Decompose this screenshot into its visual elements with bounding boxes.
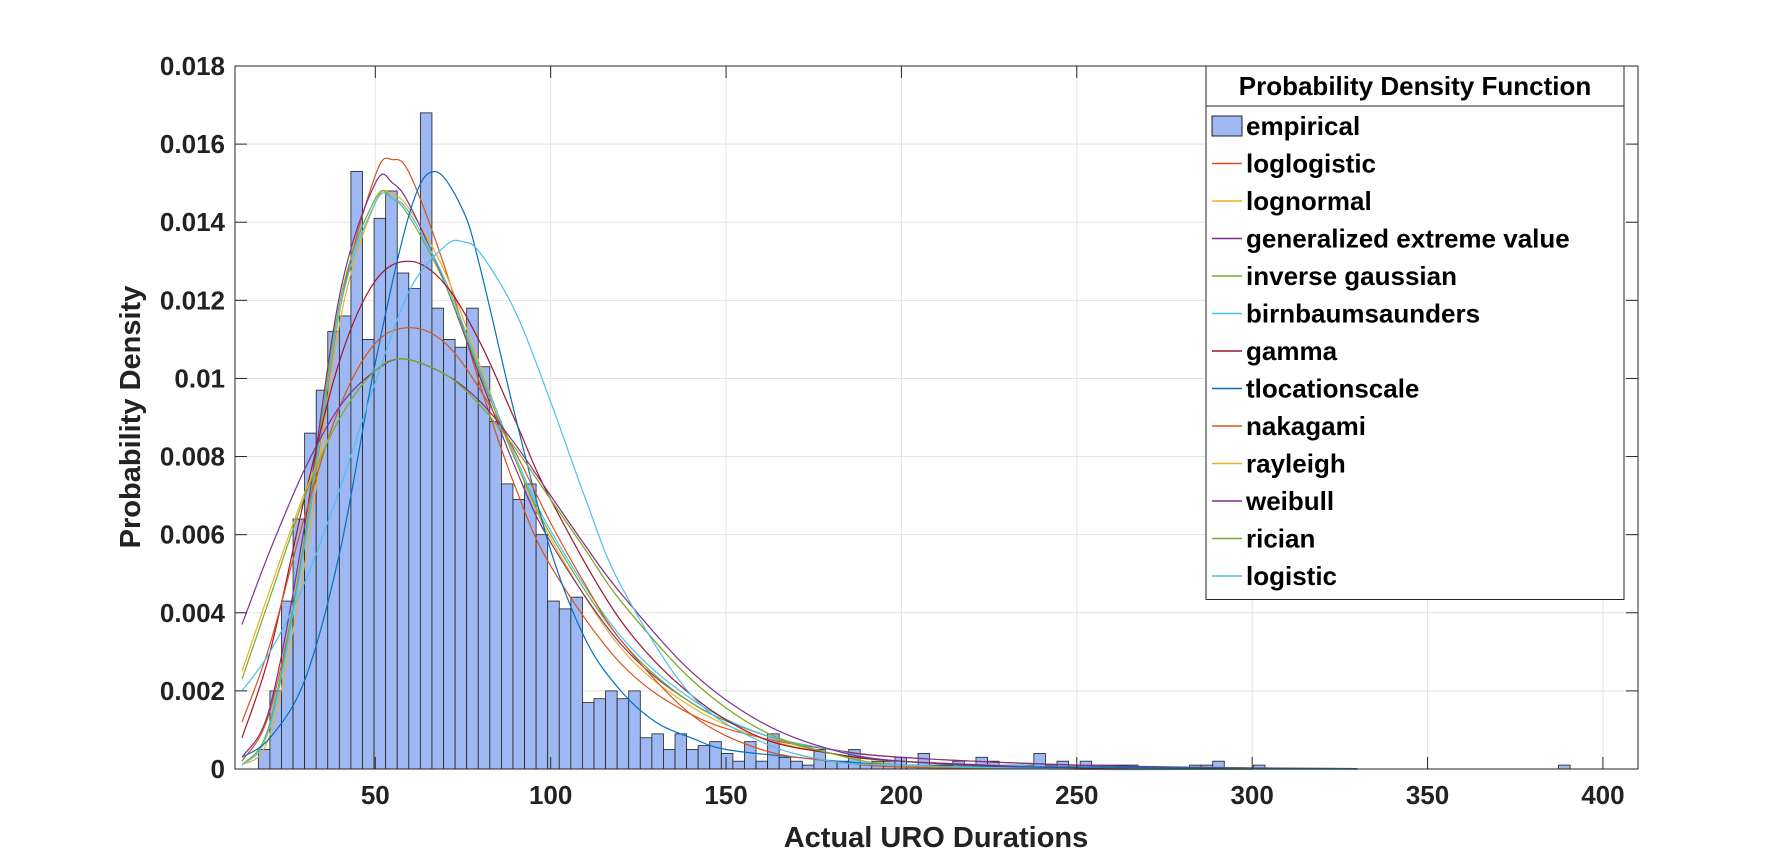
legend-entry: lognormal [1246,186,1372,216]
histogram-bar [431,307,444,770]
histogram-bar [628,690,641,770]
y-tick-label: 0.006 [160,520,225,550]
histogram-bar [790,760,803,770]
histogram-bar [547,600,560,770]
histogram-bar [778,756,792,770]
histogram-bar [605,690,618,770]
x-tick-label: 150 [704,780,747,810]
histogram-bar [1558,764,1571,770]
histogram-bar [385,190,398,770]
histogram-bar [674,733,687,770]
y-tick-label: 0.01 [174,363,225,393]
histogram-bar [755,760,769,770]
legend-entry: tlocationscale [1246,374,1419,404]
pdf-curve-logistic [241,239,1358,770]
legend-entry: logistic [1246,561,1337,591]
y-tick-label: 0.018 [160,51,225,81]
legend-entry: birnbaumsaunders [1246,299,1480,329]
legend: Probability Density Function empirical log… [1205,65,1625,600]
histogram-bar [663,749,676,770]
histogram-bar [697,745,711,770]
plot-frame [234,65,1639,770]
histogram-bar [489,421,502,770]
legend-entry: inverse gaussian [1246,261,1457,291]
histogram-bar [720,752,734,770]
legend-entry: weibull [1245,486,1334,516]
histogram-bar [732,760,745,770]
y-tick-label: 0.004 [160,598,226,628]
histogram-bar [535,534,549,770]
y-tick-label: 0 [211,754,225,784]
pdf-curve-generalized-extreme-value [241,173,1358,770]
x-tick-label: 300 [1230,780,1273,810]
pdf-curves [241,157,1358,771]
histogram-bar [454,346,468,770]
x-tick-label: 400 [1581,780,1624,810]
histogram-bar [651,733,664,770]
y-tick-label: 0.002 [160,676,225,706]
legend-entry: nakagami [1246,411,1366,441]
y-tick-label: 0.012 [160,285,225,315]
histogram-bar [396,272,410,770]
legend-entry: gamma [1246,336,1338,366]
legend-entry: rayleigh [1246,449,1346,479]
y-axis-title: Probability Density [115,286,147,549]
legend-box [1205,65,1625,600]
histogram-bar [616,698,630,770]
legend-entry: empirical [1246,111,1360,141]
histogram-bar [639,737,653,770]
y-tick-labels: 0 0.002 0.004 0.006 0.008 0.01 0.012 0.014 0.016… [160,51,226,784]
histogram-bar [373,217,387,770]
x-tick-label: 350 [1406,780,1449,810]
y-tick-label: 0.016 [160,129,225,159]
histogram-bar [419,112,433,770]
legend-entry: rician [1246,524,1315,554]
y-tick-label: 0.014 [160,207,226,237]
legend-title: Probability Density Function [1239,71,1591,101]
histogram-bar [443,338,456,770]
x-axis-title: Actual URO Durations [784,822,1089,854]
histogram-bar [686,749,699,770]
histogram-bar [338,315,352,770]
histogram-bar [477,366,491,770]
y-tick-label: 0.008 [160,442,225,472]
legend-entry: loglogistic [1246,149,1376,179]
legend-swatch-empirical [1211,115,1243,137]
histogram-bar [257,749,271,770]
x-tick-label: 50 [361,780,390,810]
x-tick-labels: 50 100 150 200 250 300 350 400 [361,780,1625,810]
histogram-bar [801,764,815,770]
histogram-bar [582,702,595,770]
histogram-bar [500,483,514,770]
x-tick-label: 100 [529,780,572,810]
x-tick-label: 200 [880,780,923,810]
x-tick-label: 250 [1055,780,1098,810]
legend-entry: generalized extreme value [1246,224,1570,254]
axis-ticks [235,65,1638,770]
histogram-bar [570,596,583,770]
histogram-bar [593,698,606,770]
histogram-bar [558,608,572,770]
histogram-bar [512,499,525,770]
